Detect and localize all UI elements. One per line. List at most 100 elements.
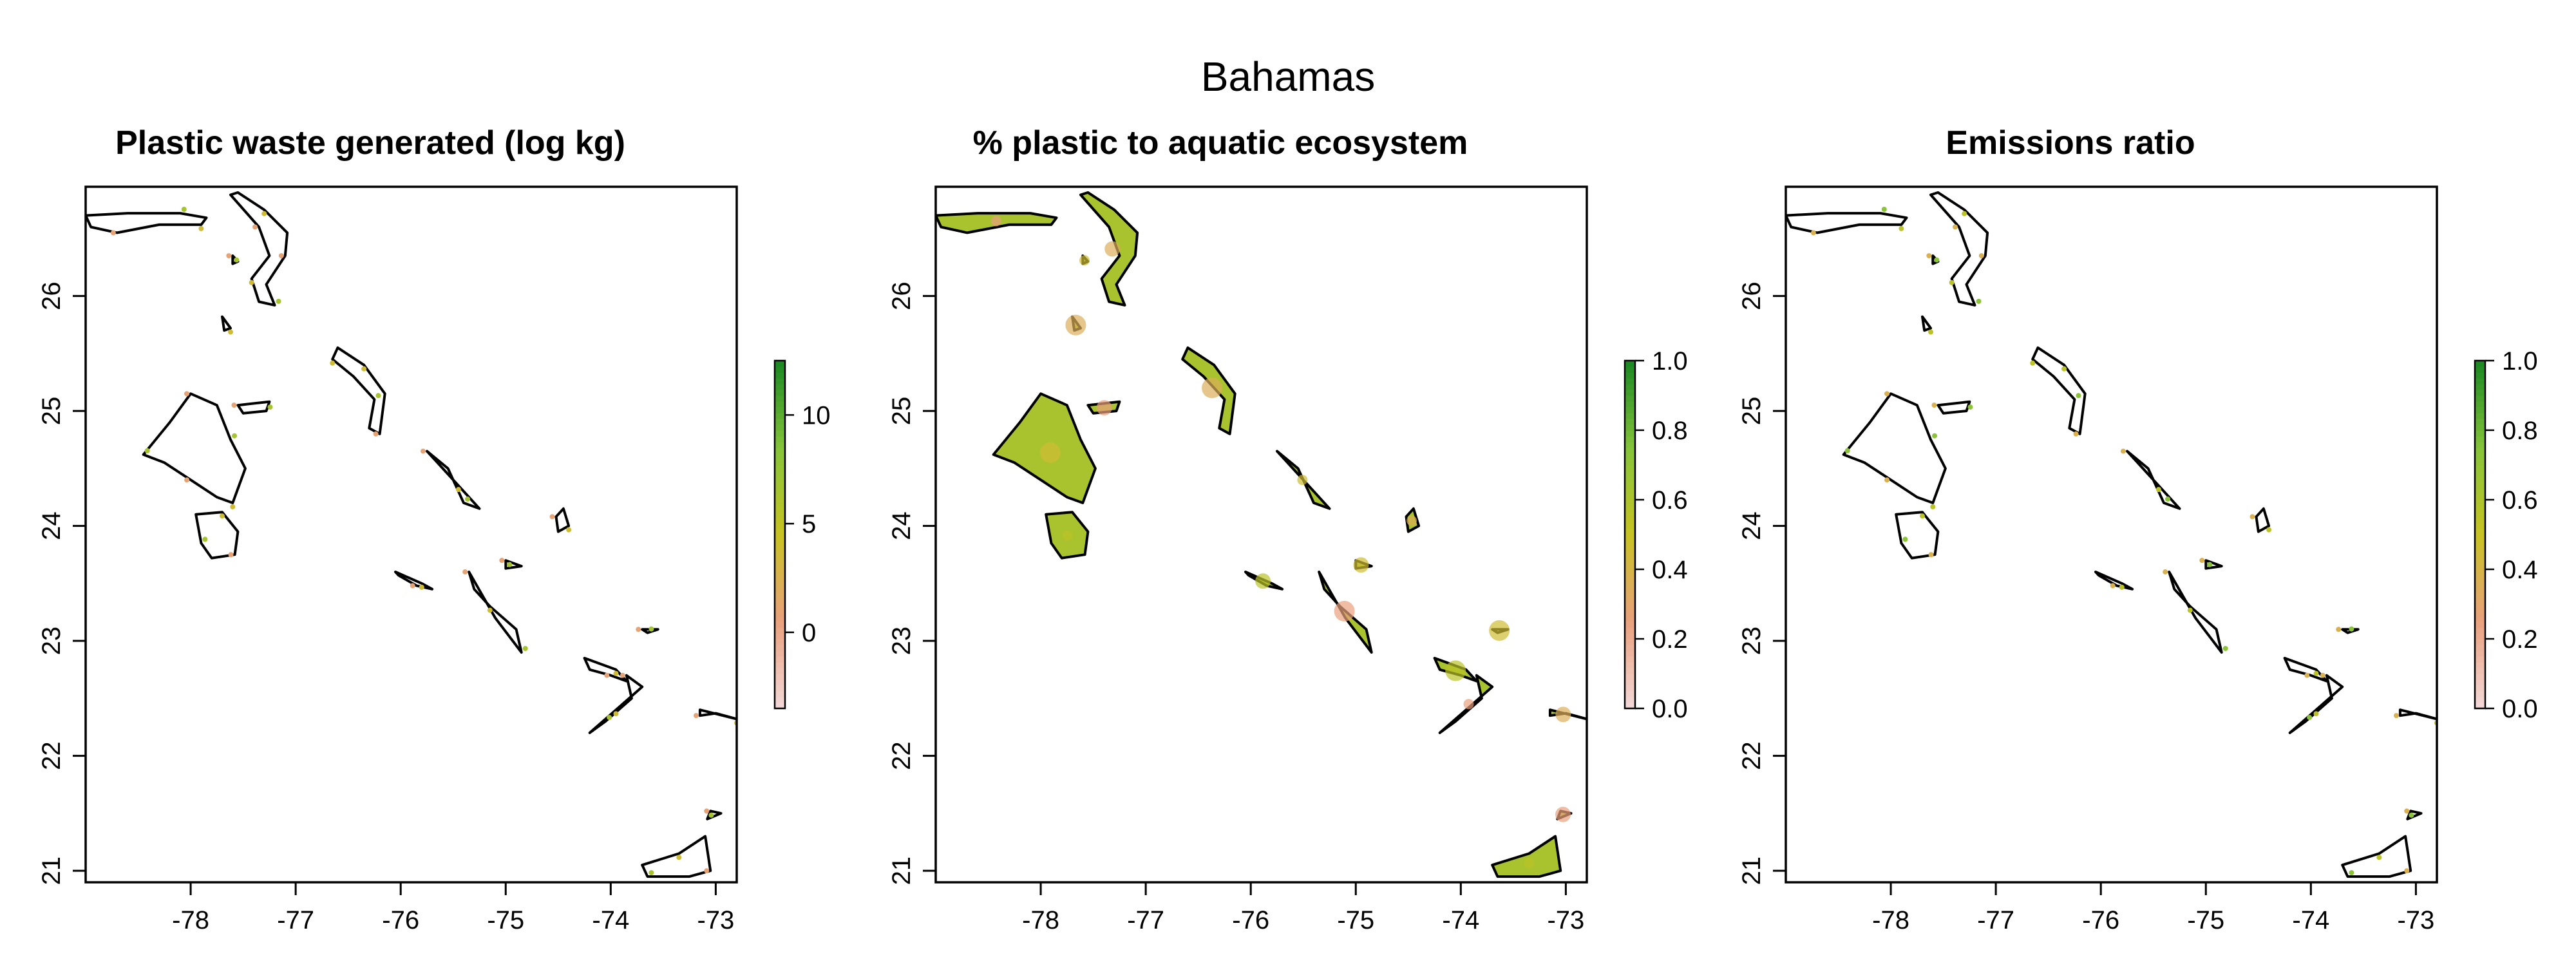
legend-swatch — [2475, 465, 2485, 471]
long-island — [468, 571, 523, 654]
legend-swatch — [775, 395, 785, 402]
legend-swatch — [1625, 674, 1635, 680]
raster-speckle — [361, 366, 367, 372]
legend-swatch — [1625, 679, 1635, 686]
raster-speckle — [649, 626, 654, 632]
legend-swatch — [2475, 540, 2485, 547]
raster-speckle — [704, 868, 710, 874]
raster-speckle — [2076, 393, 2081, 399]
legend-swatch — [2475, 656, 2485, 663]
island-layer — [86, 191, 737, 878]
legend-swatch — [2475, 535, 2485, 541]
legend-swatch — [2475, 407, 2485, 413]
cat-island — [426, 450, 481, 510]
raster-speckle — [184, 477, 190, 483]
raster-speckle — [613, 711, 619, 717]
legend-tick-label: 0 — [802, 619, 816, 647]
map-panel-emissions-ratio: Emissions ratio -78 -77 -76 -75 -74 -73 21 22 23… — [1700, 0, 2550, 966]
legend-swatch — [775, 621, 785, 628]
raster-speckle — [2313, 711, 2319, 717]
legend-swatch — [1625, 575, 1635, 582]
raster-patch — [1555, 806, 1571, 822]
raster-speckle — [2376, 855, 2382, 860]
x-tick-label: -75 — [2187, 906, 2224, 934]
raster-speckle — [230, 504, 236, 509]
legend-swatch — [775, 384, 785, 390]
legend-swatch — [2475, 366, 2485, 373]
legend-swatch — [1625, 691, 1635, 697]
raster-speckle — [2404, 868, 2410, 874]
exuma-cays — [394, 571, 434, 591]
legend-swatch — [775, 424, 785, 431]
abaco-island — [1079, 191, 1139, 307]
legend-swatch — [1625, 436, 1635, 442]
y-tick-label: 23 — [1738, 627, 1766, 656]
legend-swatch — [2475, 587, 2485, 593]
raster-speckle — [1928, 329, 1934, 335]
legend-swatch — [1625, 540, 1635, 547]
legend-swatch — [775, 546, 785, 553]
legend-swatch — [775, 523, 785, 529]
san-salvador-island — [2255, 507, 2271, 533]
raster-speckle — [228, 552, 234, 558]
legend-swatch — [1625, 424, 1635, 431]
raster-patch — [1255, 573, 1271, 589]
raster-speckle — [373, 431, 379, 437]
y-tick-label: 22 — [37, 741, 66, 770]
legend-swatch — [2475, 401, 2485, 408]
legend-swatch — [775, 674, 785, 680]
x-tick-label: -73 — [2397, 906, 2434, 934]
legend-swatch — [2475, 633, 2485, 639]
legend-swatch — [775, 471, 785, 477]
legend-swatch — [2475, 361, 2485, 367]
legend-swatch — [2475, 674, 2485, 680]
legend-swatch — [1625, 650, 1635, 657]
legend-swatch — [2475, 645, 2485, 651]
legend-swatch — [2475, 592, 2485, 599]
raster-speckle — [375, 393, 381, 399]
raster-patch — [1555, 706, 1571, 723]
legend-tick-label: 0.0 — [2502, 695, 2538, 723]
legend-swatch — [2475, 453, 2485, 460]
legend-swatch — [1625, 564, 1635, 570]
raster-speckle — [410, 583, 415, 589]
raster-patch — [1489, 620, 1510, 641]
legend-swatch — [2475, 482, 2485, 489]
map-panel-plastic-waste: Plastic waste generated (log kg) -78 -77-… — [0, 0, 850, 966]
legend-swatch — [1625, 592, 1635, 599]
legend-swatch — [2475, 442, 2485, 448]
legend-swatch — [1625, 639, 1635, 645]
raster-speckle — [2222, 645, 2228, 651]
legend-swatch — [775, 552, 785, 558]
mayaguana-island — [698, 708, 737, 721]
color-legend: 0.0 0.2 0.4 0.6 0.8 1.0 — [1624, 347, 1688, 723]
raster-patch — [1445, 660, 1466, 681]
raster-speckle — [607, 715, 612, 721]
eleuthera-island — [2031, 346, 2087, 435]
raster-speckle — [1932, 433, 1938, 439]
raster-speckle — [1919, 513, 1925, 519]
legend-swatch — [2475, 616, 2485, 622]
legend-swatch — [775, 540, 785, 547]
legend-swatch — [1625, 598, 1635, 605]
legend-swatch — [775, 407, 785, 413]
legend-swatch — [775, 627, 785, 634]
legend-swatch — [1625, 662, 1635, 668]
legend-swatch — [1625, 494, 1635, 500]
raster-speckle — [636, 627, 641, 632]
legend-swatch — [1625, 558, 1635, 564]
legend-swatch — [1625, 384, 1635, 390]
y-tick-label: 25 — [1738, 397, 1766, 426]
legend-swatch — [2475, 558, 2485, 564]
raster-speckle — [252, 224, 258, 230]
legend-swatch — [2475, 703, 2485, 709]
new-providence-island — [236, 400, 271, 415]
legend-swatch — [775, 575, 785, 582]
south-andros-island — [194, 511, 240, 560]
legend-swatch — [775, 500, 785, 506]
raster-speckle — [184, 391, 190, 397]
legend-swatch — [2475, 668, 2485, 674]
legend-swatch — [2475, 639, 2485, 645]
y-tick-label: 25 — [37, 397, 66, 426]
grand-bahama-island — [1786, 212, 1908, 234]
